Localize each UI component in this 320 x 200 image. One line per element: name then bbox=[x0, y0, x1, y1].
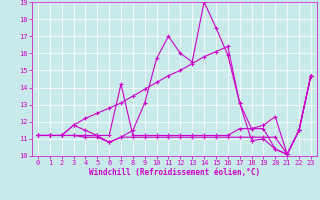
X-axis label: Windchill (Refroidissement éolien,°C): Windchill (Refroidissement éolien,°C) bbox=[89, 168, 260, 177]
